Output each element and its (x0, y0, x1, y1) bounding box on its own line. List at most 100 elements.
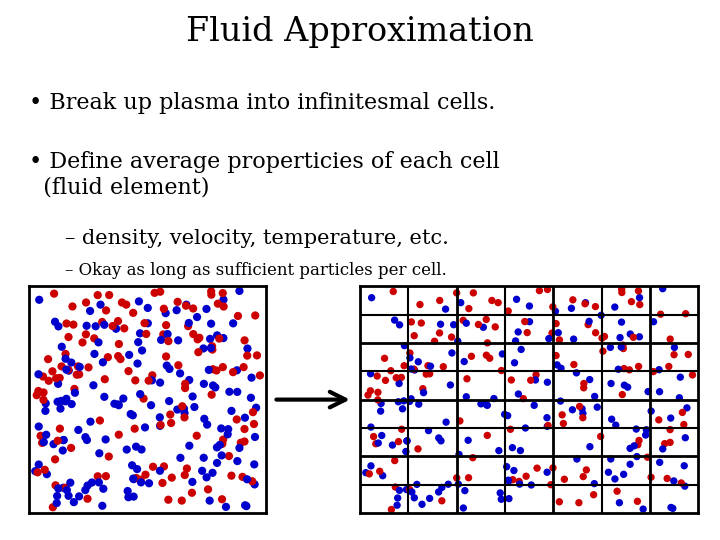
Point (404, 349, 415, 357)
Point (669, 343, 680, 352)
Point (146, 376, 158, 384)
Point (57, 446, 68, 455)
Point (31, 391, 42, 400)
Point (513, 477, 525, 485)
Point (179, 404, 190, 413)
Point (462, 374, 473, 383)
Point (365, 369, 377, 378)
Point (510, 295, 522, 303)
Point (145, 401, 157, 409)
Point (461, 393, 472, 401)
Point (239, 501, 251, 510)
Point (452, 337, 464, 346)
Point (30, 467, 41, 476)
Point (238, 363, 249, 372)
Point (408, 332, 420, 340)
Point (582, 320, 594, 329)
Point (125, 410, 137, 418)
Point (616, 288, 628, 297)
Point (181, 300, 192, 309)
Point (40, 430, 52, 439)
Point (507, 443, 518, 452)
Point (212, 299, 224, 308)
Point (38, 438, 50, 447)
Point (202, 485, 214, 494)
Point (648, 318, 660, 326)
Point (674, 394, 685, 402)
Point (541, 285, 553, 294)
Point (441, 418, 452, 427)
Point (92, 291, 104, 299)
Point (568, 360, 580, 369)
Point (360, 468, 372, 477)
Point (624, 366, 635, 374)
Point (420, 370, 432, 379)
Point (129, 424, 140, 433)
Point (223, 451, 235, 460)
Point (119, 324, 130, 333)
Point (73, 492, 85, 501)
Point (231, 415, 243, 424)
Point (94, 449, 105, 457)
Point (631, 497, 643, 505)
Point (541, 422, 553, 431)
Point (104, 291, 115, 299)
Point (610, 421, 621, 429)
Point (454, 450, 465, 459)
Text: – density, velocity, temperature, etc.: – density, velocity, temperature, etc. (65, 230, 449, 248)
Point (628, 333, 639, 342)
Point (521, 328, 533, 337)
Point (50, 455, 61, 464)
Point (398, 361, 410, 370)
Point (590, 302, 601, 311)
Point (515, 446, 526, 455)
Point (127, 308, 139, 317)
Point (543, 334, 554, 343)
Point (184, 376, 195, 384)
Point (590, 328, 601, 337)
Point (37, 388, 49, 397)
Point (542, 421, 554, 430)
Point (589, 392, 600, 401)
Point (81, 436, 93, 444)
Point (411, 480, 423, 489)
Point (389, 316, 400, 325)
Point (481, 351, 492, 360)
Point (446, 333, 457, 341)
Point (550, 319, 562, 328)
Point (606, 415, 618, 423)
Point (526, 481, 537, 489)
Point (201, 473, 212, 482)
Point (618, 381, 630, 389)
Point (555, 364, 567, 373)
Point (113, 340, 125, 348)
Point (171, 306, 182, 314)
Point (597, 347, 608, 355)
Point (135, 478, 147, 487)
Point (616, 390, 628, 399)
Point (521, 472, 532, 481)
Point (459, 487, 471, 495)
Point (60, 483, 71, 492)
Point (680, 309, 691, 318)
Point (172, 336, 184, 345)
Point (425, 362, 436, 370)
Point (634, 293, 645, 302)
Point (161, 361, 173, 370)
Point (501, 462, 513, 471)
Point (175, 454, 186, 462)
Point (654, 387, 665, 396)
Point (207, 342, 218, 350)
Point (653, 366, 665, 374)
Point (584, 375, 595, 384)
Point (435, 320, 446, 328)
Point (183, 319, 194, 327)
Point (48, 289, 60, 298)
Point (240, 502, 252, 510)
Point (180, 301, 192, 310)
Point (385, 366, 397, 375)
Point (368, 432, 379, 441)
Point (68, 384, 80, 393)
Point (130, 442, 142, 451)
Point (459, 357, 470, 366)
